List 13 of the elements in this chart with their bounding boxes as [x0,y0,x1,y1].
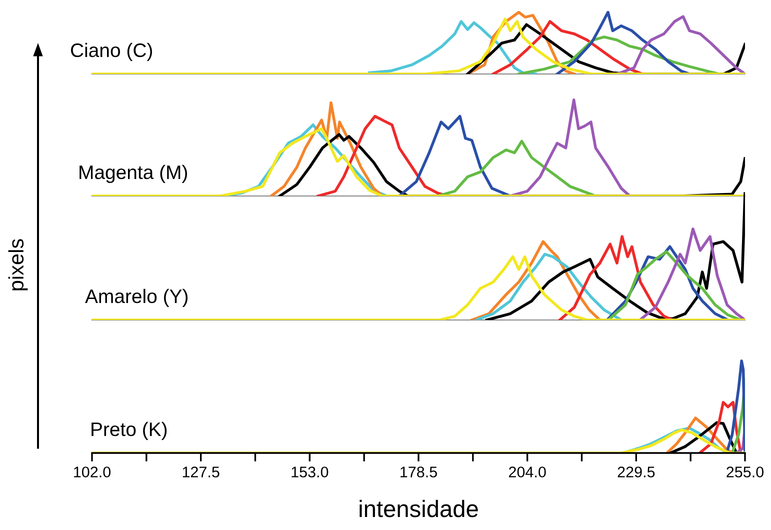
x-tick-label: 178.5 [400,466,437,478]
x-axis-title: intensidade [360,500,478,518]
text: Amarelo (Y) [85,288,188,307]
text: Preto (K) [92,422,167,440]
x-tick-label: 127.5 [182,466,220,478]
text: Ciano (C) [70,42,152,61]
x-tick-label: 102.0 [74,466,111,478]
x-tick-label: 229.5 [618,466,655,478]
x-tick-label: 255.0 [726,466,764,478]
text: Magenta (M) [80,164,188,183]
x-tick-label: 153.0 [292,466,328,478]
y-axis-title: pixels [8,239,28,290]
x-tick-label: 204.0 [508,466,546,478]
